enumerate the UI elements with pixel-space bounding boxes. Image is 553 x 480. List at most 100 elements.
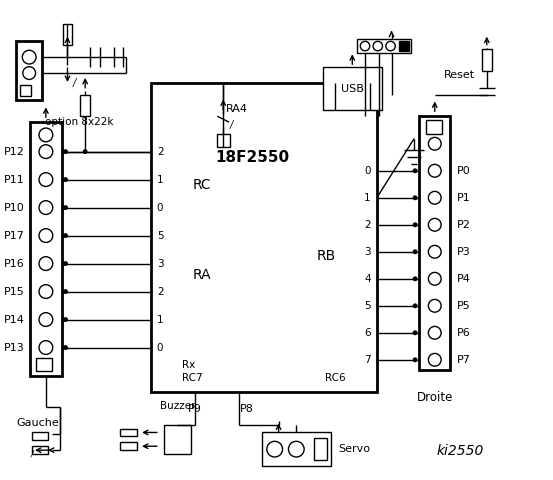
Circle shape: [63, 149, 68, 154]
Circle shape: [413, 249, 418, 254]
Circle shape: [39, 173, 53, 187]
Text: 18F2550: 18F2550: [216, 150, 290, 165]
Text: 3: 3: [364, 247, 371, 257]
Text: P2: P2: [457, 220, 471, 230]
Text: P6: P6: [457, 328, 471, 338]
Text: 2: 2: [157, 146, 164, 156]
Text: 3: 3: [157, 259, 164, 269]
Text: Droite: Droite: [416, 391, 453, 404]
Circle shape: [63, 177, 68, 182]
Text: P16: P16: [3, 259, 24, 269]
Circle shape: [63, 205, 68, 210]
Text: P9: P9: [188, 404, 202, 414]
Bar: [399, 41, 409, 51]
Text: /: /: [30, 450, 33, 458]
Text: P11: P11: [3, 175, 24, 185]
Text: 5: 5: [364, 301, 371, 311]
Circle shape: [361, 41, 370, 51]
Circle shape: [373, 41, 383, 51]
Circle shape: [429, 300, 441, 312]
Text: P3: P3: [457, 247, 471, 257]
Text: option 8x22k: option 8x22k: [45, 117, 113, 127]
Text: RC7: RC7: [182, 373, 203, 384]
Bar: [164, 425, 191, 454]
Text: P0: P0: [457, 166, 471, 176]
Circle shape: [386, 41, 395, 51]
Text: P4: P4: [457, 274, 471, 284]
Text: Gauche: Gauche: [17, 418, 59, 428]
Text: RC: RC: [192, 178, 211, 192]
Circle shape: [39, 128, 53, 142]
Text: P8: P8: [240, 404, 254, 414]
Text: 2: 2: [364, 220, 371, 230]
Bar: [426, 120, 442, 134]
Text: RB: RB: [316, 249, 336, 263]
Circle shape: [429, 273, 441, 285]
Text: P14: P14: [3, 314, 24, 324]
Text: USB: USB: [341, 84, 364, 94]
Text: P10: P10: [3, 203, 24, 213]
Text: /: /: [230, 120, 233, 130]
Text: P5: P5: [457, 301, 471, 311]
Bar: [30, 122, 61, 375]
Circle shape: [429, 353, 441, 366]
Bar: [119, 442, 137, 450]
Bar: [151, 83, 377, 392]
Text: 0: 0: [157, 343, 163, 352]
Bar: [32, 432, 48, 440]
Circle shape: [289, 441, 304, 457]
Text: /: /: [72, 78, 76, 88]
Text: ki2550: ki2550: [437, 444, 484, 458]
Text: 5: 5: [157, 230, 164, 240]
Text: 1: 1: [157, 314, 164, 324]
Text: 0: 0: [364, 166, 371, 176]
Bar: [62, 24, 72, 46]
Text: P13: P13: [3, 343, 24, 352]
Circle shape: [63, 345, 68, 350]
Bar: [314, 438, 327, 460]
Circle shape: [413, 222, 418, 227]
Bar: [482, 49, 492, 71]
Text: 2: 2: [157, 287, 164, 297]
Circle shape: [413, 357, 418, 362]
Bar: [36, 358, 52, 371]
Text: RA4: RA4: [226, 104, 248, 114]
Circle shape: [413, 276, 418, 281]
Circle shape: [39, 312, 53, 326]
Circle shape: [267, 441, 283, 457]
Circle shape: [429, 137, 441, 150]
Circle shape: [413, 195, 418, 200]
Bar: [119, 429, 137, 436]
Bar: [17, 41, 42, 99]
Bar: [80, 95, 90, 116]
Circle shape: [39, 341, 53, 354]
Text: 0: 0: [157, 203, 163, 213]
Circle shape: [39, 228, 53, 242]
Circle shape: [63, 317, 68, 322]
Bar: [323, 67, 382, 110]
Bar: [217, 134, 230, 147]
Text: Reset: Reset: [444, 70, 475, 80]
Text: RA: RA: [192, 268, 211, 282]
Circle shape: [63, 289, 68, 294]
Bar: [32, 446, 48, 454]
Text: 4: 4: [364, 274, 371, 284]
Text: Servo: Servo: [338, 444, 371, 454]
Bar: [262, 432, 331, 466]
Circle shape: [63, 261, 68, 266]
Text: 6: 6: [364, 328, 371, 338]
Text: P1: P1: [457, 193, 471, 203]
Circle shape: [39, 145, 53, 158]
Circle shape: [63, 233, 68, 238]
Bar: [357, 39, 411, 53]
Circle shape: [429, 192, 441, 204]
Text: 1: 1: [364, 193, 371, 203]
Circle shape: [22, 50, 36, 64]
Text: Rx: Rx: [182, 360, 196, 370]
Circle shape: [429, 245, 441, 258]
Text: 1: 1: [157, 175, 164, 185]
Circle shape: [429, 164, 441, 177]
Text: Buzzer: Buzzer: [160, 401, 195, 411]
Circle shape: [413, 168, 418, 173]
Circle shape: [39, 285, 53, 299]
